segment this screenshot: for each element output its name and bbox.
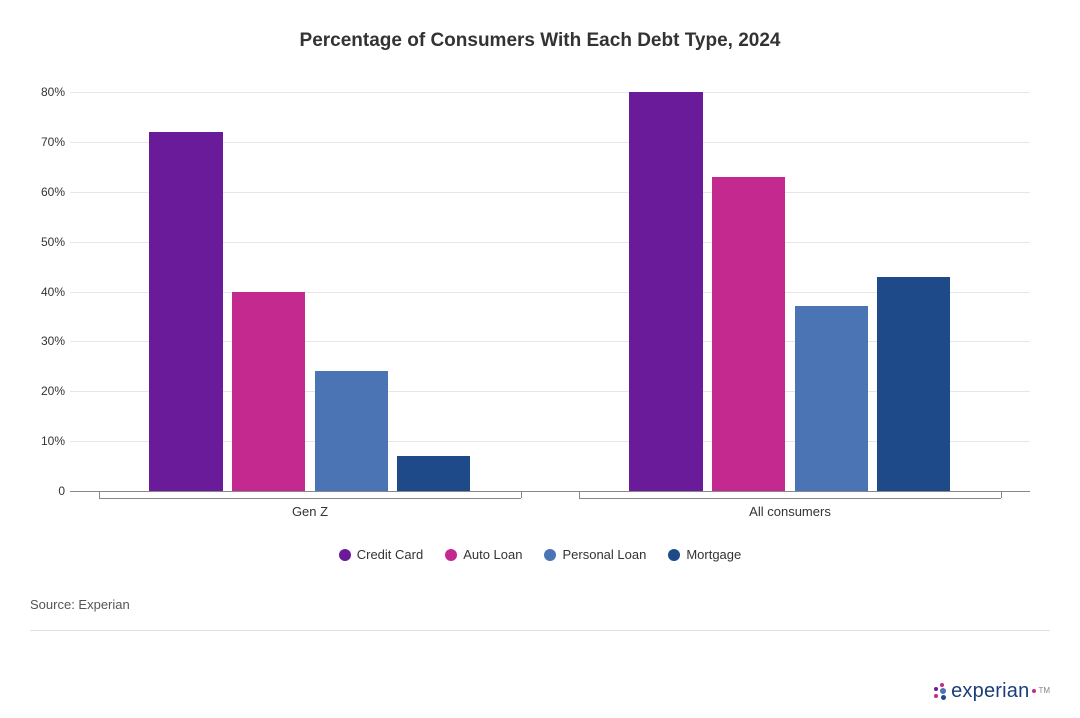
brand-trademark: TM	[1038, 686, 1050, 695]
legend-item: Auto Loan	[445, 547, 522, 562]
ytick-label: 30%	[30, 334, 65, 348]
brand-text: experian	[951, 680, 1029, 703]
chart-plot-area: 010%20%30%40%50%60%70%80% Gen ZAll consu…	[70, 92, 1030, 492]
legend-label: Auto Loan	[463, 547, 522, 562]
bar	[397, 456, 470, 491]
bar	[877, 277, 950, 491]
brand-trailing-dot-icon	[1032, 689, 1036, 693]
ytick-label: 10%	[30, 434, 65, 448]
ytick-label: 20%	[30, 384, 65, 398]
xaxis-segment	[99, 498, 521, 499]
chart-container: Percentage of Consumers With Each Debt T…	[0, 0, 1080, 718]
xaxis-segment	[579, 498, 1001, 499]
legend-label: Mortgage	[686, 547, 741, 562]
bar	[149, 132, 222, 491]
xtick-mark	[1001, 492, 1002, 498]
source-text: Source: Experian	[30, 597, 1050, 612]
legend-label: Personal Loan	[562, 547, 646, 562]
ytick-label: 40%	[30, 285, 65, 299]
xcategory-label: All consumers	[749, 504, 831, 519]
legend-swatch-icon	[445, 549, 457, 561]
legend-swatch-icon	[544, 549, 556, 561]
xcategory-label: Gen Z	[292, 504, 328, 519]
xtick-mark	[521, 492, 522, 498]
bar	[315, 371, 388, 491]
chart-title: Percentage of Consumers With Each Debt T…	[30, 30, 1050, 52]
brand-logo: experian TM	[931, 680, 1050, 703]
brand-dots-icon	[931, 683, 949, 701]
ytick-label: 70%	[30, 135, 65, 149]
legend-swatch-icon	[668, 549, 680, 561]
bar	[712, 177, 785, 491]
bar	[629, 92, 702, 491]
bar-group	[579, 92, 1001, 491]
legend-item: Personal Loan	[544, 547, 646, 562]
footer-divider	[30, 630, 1050, 631]
ytick-label: 60%	[30, 185, 65, 199]
legend-swatch-icon	[339, 549, 351, 561]
plot-region: 010%20%30%40%50%60%70%80%	[70, 92, 1030, 492]
legend-label: Credit Card	[357, 547, 423, 562]
x-axis: Gen Z All consumers	[70, 492, 1030, 522]
legend-item: Mortgage	[668, 547, 741, 562]
ytick-label: 0	[30, 484, 65, 498]
bar	[232, 292, 305, 492]
bar-group	[99, 92, 521, 491]
legend-item: Credit Card	[339, 547, 423, 562]
bar	[795, 306, 868, 491]
ytick-label: 50%	[30, 235, 65, 249]
ytick-label: 80%	[30, 85, 65, 99]
legend: Credit Card Auto Loan Personal Loan Mortgag…	[30, 547, 1050, 562]
